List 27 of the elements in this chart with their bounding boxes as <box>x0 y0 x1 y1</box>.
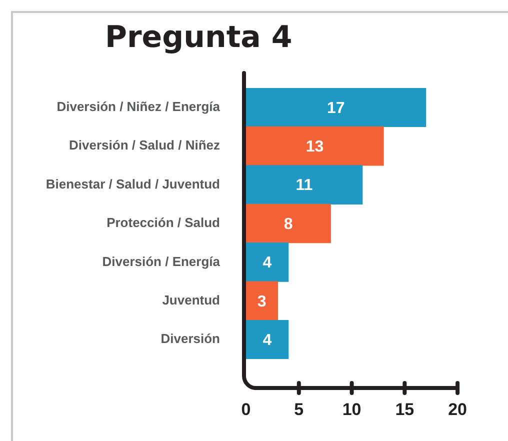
y-tick-label: Bienestar / Salud / Juventud <box>46 176 220 192</box>
bar <box>246 242 289 282</box>
data-label: 4 <box>262 254 272 272</box>
x-tick-label: 5 <box>294 400 304 419</box>
bar <box>246 204 331 244</box>
y-tick-label: Diversión / Niñez / Energía <box>56 98 221 114</box>
data-label: 11 <box>296 177 313 194</box>
bar <box>246 165 363 204</box>
chart-title: Pregunta 4 <box>105 20 292 56</box>
x-tick-label: 15 <box>395 400 414 419</box>
bar <box>246 126 384 166</box>
x-tick-label: 20 <box>448 400 468 419</box>
data-label: 17 <box>327 100 345 117</box>
y-tick-label: Diversión / Salud / Niñez <box>69 138 220 153</box>
data-label: 3 <box>257 293 266 310</box>
x-tick-label: 0 <box>241 400 251 419</box>
data-label: 13 <box>306 138 324 156</box>
bar <box>246 281 278 321</box>
y-tick-label: Protección / Salud <box>106 215 220 230</box>
bar <box>246 320 289 359</box>
y-tick-label: Diversión / Energía <box>102 254 221 269</box>
x-tick-label: 10 <box>342 400 362 419</box>
data-label: 4 <box>262 332 272 350</box>
data-label: 8 <box>284 216 293 233</box>
bar <box>246 88 426 128</box>
y-tick-label: Diversión <box>160 331 220 346</box>
y-tick-label: Juventud <box>162 292 220 308</box>
